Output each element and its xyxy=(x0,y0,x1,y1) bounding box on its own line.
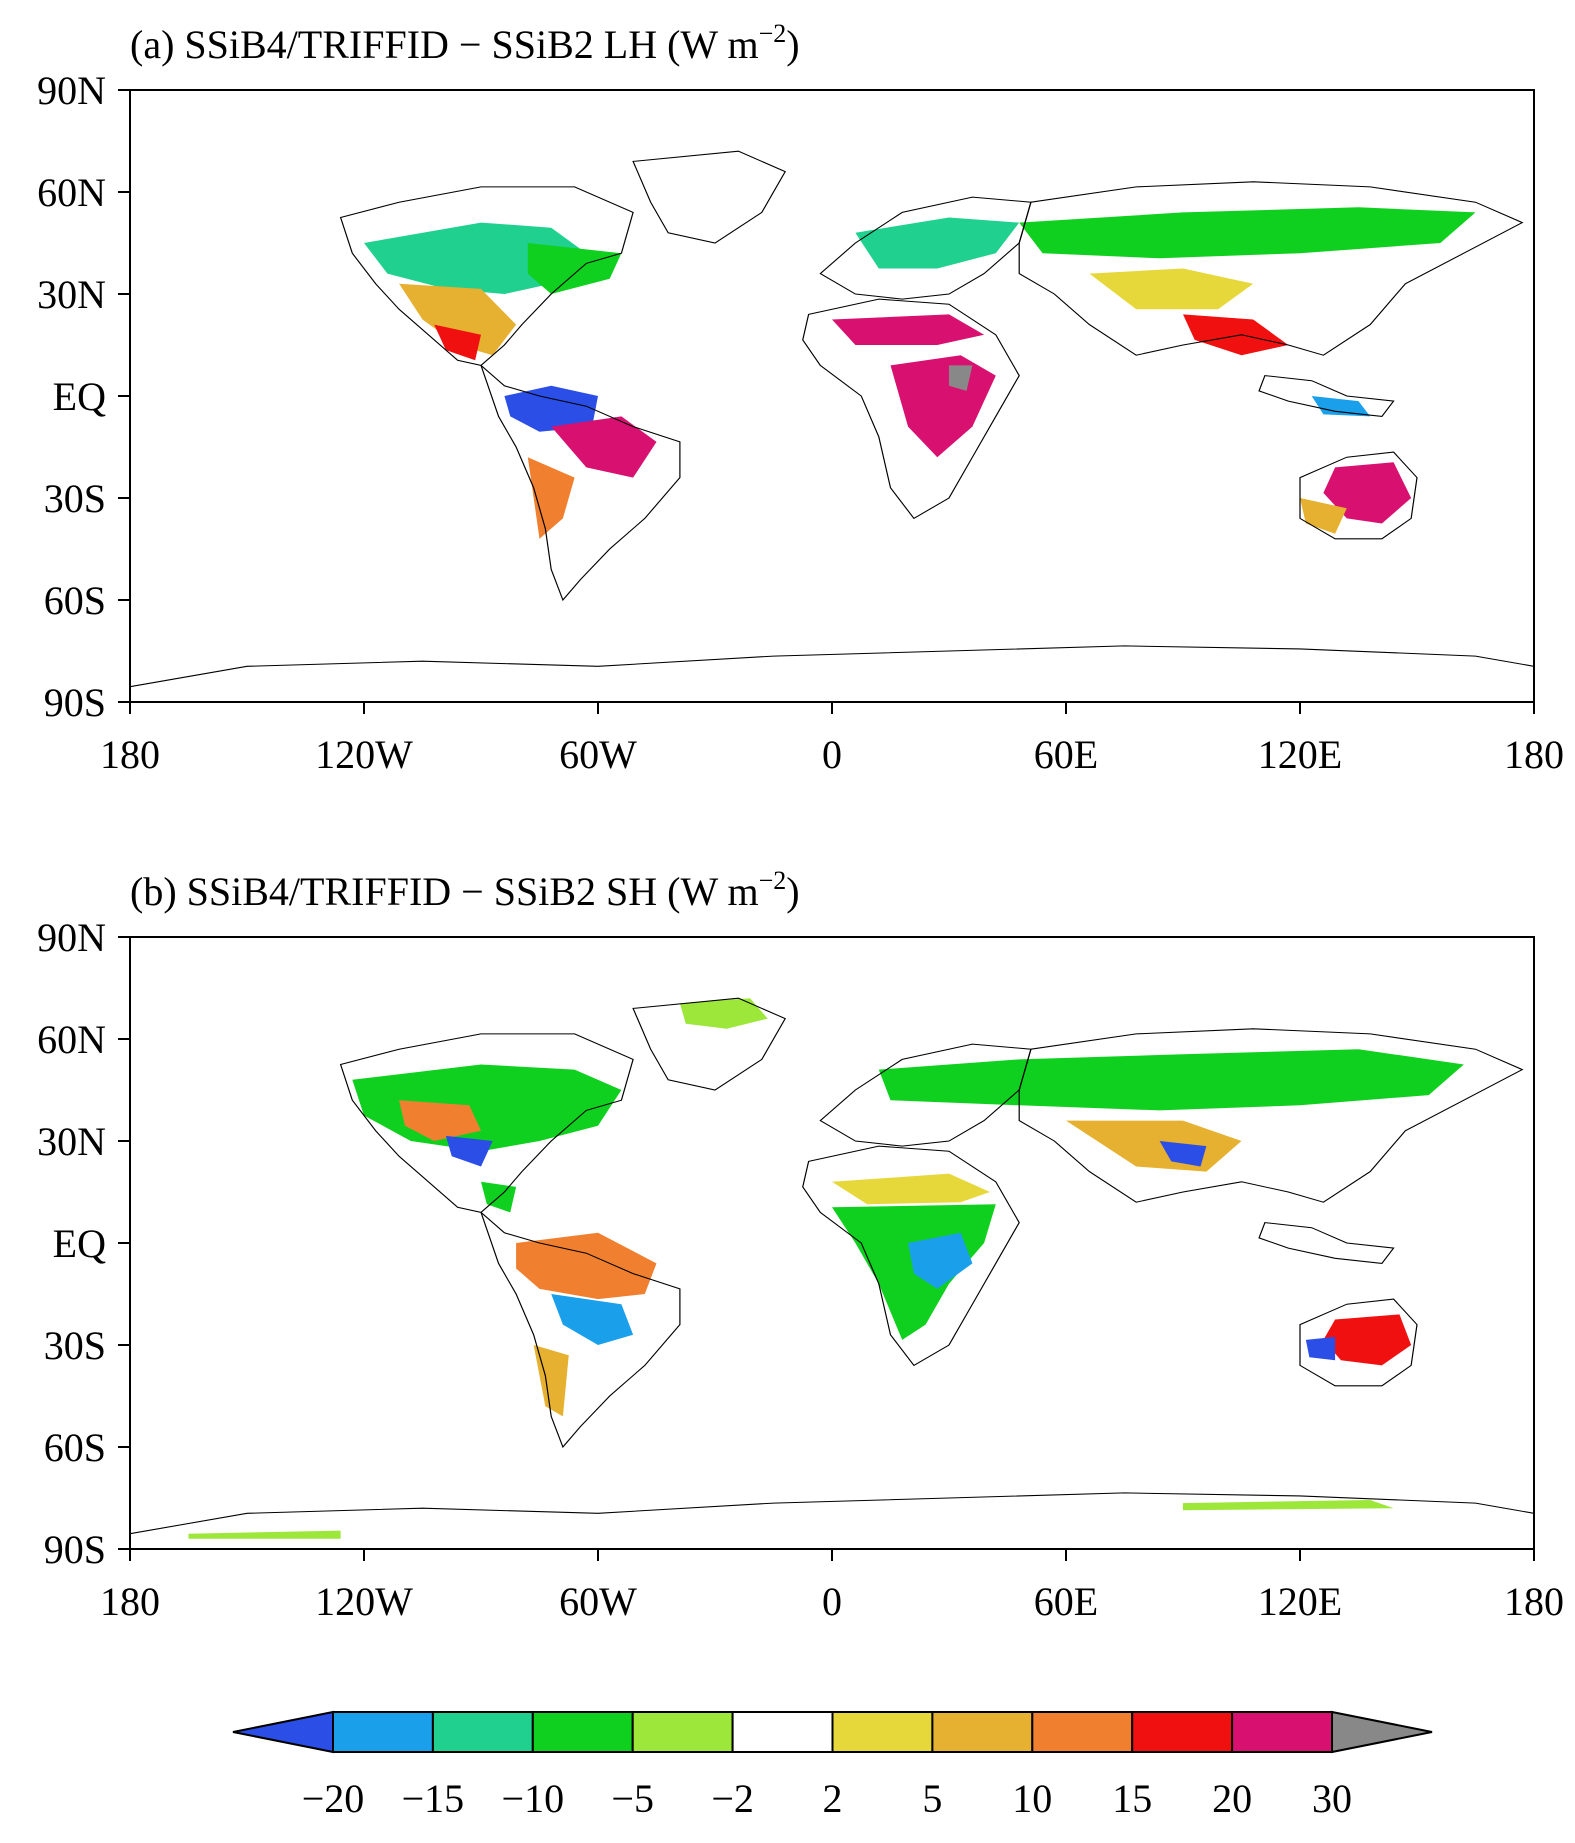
panel-title: (a) SSiB4/TRIFFID − SSiB2 LH (W m−2) xyxy=(130,19,800,67)
map-area xyxy=(129,150,1535,703)
panel-title-exponent: −2 xyxy=(759,866,787,895)
panel-title-main: (a) SSiB4/TRIFFID − SSiB2 LH (W m xyxy=(130,22,759,67)
map-area xyxy=(129,997,1535,1550)
lon-tick-label: 120W xyxy=(315,1579,413,1624)
anomaly-region xyxy=(188,1530,341,1539)
anomaly-region xyxy=(908,1232,973,1289)
anomaly-region xyxy=(551,1294,634,1345)
panel-title-main: (b) SSiB4/TRIFFID − SSiB2 SH (W m xyxy=(130,869,759,914)
lat-tick-label: EQ xyxy=(53,1221,106,1266)
lat-tick-label: 30S xyxy=(44,476,106,521)
anomaly-region xyxy=(1019,207,1476,259)
anomaly-region xyxy=(527,457,575,539)
colorbar-segment xyxy=(931,1711,1034,1753)
colorbar-segment xyxy=(1131,1711,1234,1753)
colorbar-label: −15 xyxy=(402,1776,465,1821)
anomaly-region xyxy=(1183,1500,1394,1511)
lat-tick-label: 60S xyxy=(44,1425,106,1470)
lat-tick-label: 60N xyxy=(37,170,106,215)
colorbar-label: −20 xyxy=(302,1776,365,1821)
colorbar-label: −2 xyxy=(711,1776,754,1821)
anomaly-region xyxy=(551,416,657,478)
panel-title: (b) SSiB4/TRIFFID − SSiB2 SH (W m−2) xyxy=(130,866,800,914)
anomaly-region xyxy=(527,243,622,294)
anomaly-region xyxy=(832,314,985,345)
lat-tick-label: 90S xyxy=(44,680,106,725)
lat-tick-label: 90S xyxy=(44,1527,106,1572)
anomaly-region xyxy=(1159,1141,1207,1167)
anomaly-region xyxy=(434,324,482,361)
colorbar-label: 30 xyxy=(1312,1776,1352,1821)
anomaly-region xyxy=(399,283,517,356)
colorbar-label: 10 xyxy=(1012,1776,1052,1821)
lat-tick-label: 60S xyxy=(44,578,106,623)
anomaly-region xyxy=(1311,396,1371,417)
anomaly-region xyxy=(1305,1336,1336,1361)
colorbar-min-arrow xyxy=(232,1710,334,1754)
colorbar: −20 −15 −10 −5 −2 2 5 10 15 20 30 xyxy=(232,1710,1433,1821)
colorbar-max-arrow xyxy=(1331,1710,1433,1754)
panel-title-exponent: −2 xyxy=(759,19,787,48)
anomaly-region xyxy=(445,1135,493,1167)
lat-tick-label: 90N xyxy=(37,68,106,113)
lon-tick-label: 180 xyxy=(100,1579,160,1624)
lon-tick-label: 120W xyxy=(315,732,413,777)
colorbar-segment xyxy=(1031,1711,1134,1753)
anomaly-region xyxy=(890,355,996,458)
colorbar-segment xyxy=(731,1711,834,1753)
anomaly-region xyxy=(878,1049,1464,1111)
anomaly-region xyxy=(1183,314,1289,356)
anomaly-region xyxy=(516,1232,657,1300)
lat-tick-label: 90N xyxy=(37,915,106,960)
colorbar-label: 2 xyxy=(823,1776,843,1821)
colorbar-segment xyxy=(1231,1711,1333,1753)
panel-title-end: ) xyxy=(786,22,799,67)
map-panel-a: (a) SSiB4/TRIFFID − SSiB2 LH (W m−2) 90N 6… xyxy=(37,19,1564,777)
lon-tick-label: 60W xyxy=(559,1579,637,1624)
colorbar-label: −5 xyxy=(611,1776,654,1821)
lon-tick-label: 180 xyxy=(100,732,160,777)
colorbar-segment xyxy=(332,1711,434,1753)
map-panel-b: (b) SSiB4/TRIFFID − SSiB2 SH (W m−2) 90N 6… xyxy=(37,866,1564,1624)
lon-tick-label: 180 xyxy=(1504,732,1564,777)
lat-tick-label: 30N xyxy=(37,272,106,317)
lat-tick-label: 60N xyxy=(37,1017,106,1062)
colorbar-label: 20 xyxy=(1212,1776,1252,1821)
anomaly-region xyxy=(832,1173,990,1205)
colorbar-segment xyxy=(531,1711,634,1753)
anomaly-region xyxy=(1323,1314,1412,1366)
anomaly-region xyxy=(533,1345,569,1417)
anomaly-region xyxy=(949,365,973,391)
lat-tick-label: EQ xyxy=(53,374,106,419)
lon-tick-label: 120E xyxy=(1258,1579,1342,1624)
colorbar-label: 5 xyxy=(922,1776,942,1821)
lon-tick-label: 0 xyxy=(822,1579,842,1624)
colorbar-label: −10 xyxy=(502,1776,565,1821)
anomaly-region xyxy=(679,998,768,1029)
anomaly-region xyxy=(1089,268,1254,310)
anomaly-region xyxy=(504,385,598,432)
colorbar-segment xyxy=(631,1711,734,1753)
lon-tick-label: 180 xyxy=(1504,1579,1564,1624)
lon-tick-label: 60W xyxy=(559,732,637,777)
lat-tick-label: 30S xyxy=(44,1323,106,1368)
lon-tick-label: 0 xyxy=(822,732,842,777)
colorbar-segment xyxy=(831,1711,934,1753)
panel-title-end: ) xyxy=(786,869,799,914)
anomaly-region xyxy=(855,217,1020,269)
anomaly-region xyxy=(399,1100,482,1141)
colorbar-label: 15 xyxy=(1112,1776,1152,1821)
lat-tick-label: 30N xyxy=(37,1119,106,1164)
colorbar-segment xyxy=(431,1711,534,1753)
lon-tick-label: 60E xyxy=(1034,732,1098,777)
lon-tick-label: 60E xyxy=(1034,1579,1098,1624)
lon-tick-label: 120E xyxy=(1258,732,1342,777)
